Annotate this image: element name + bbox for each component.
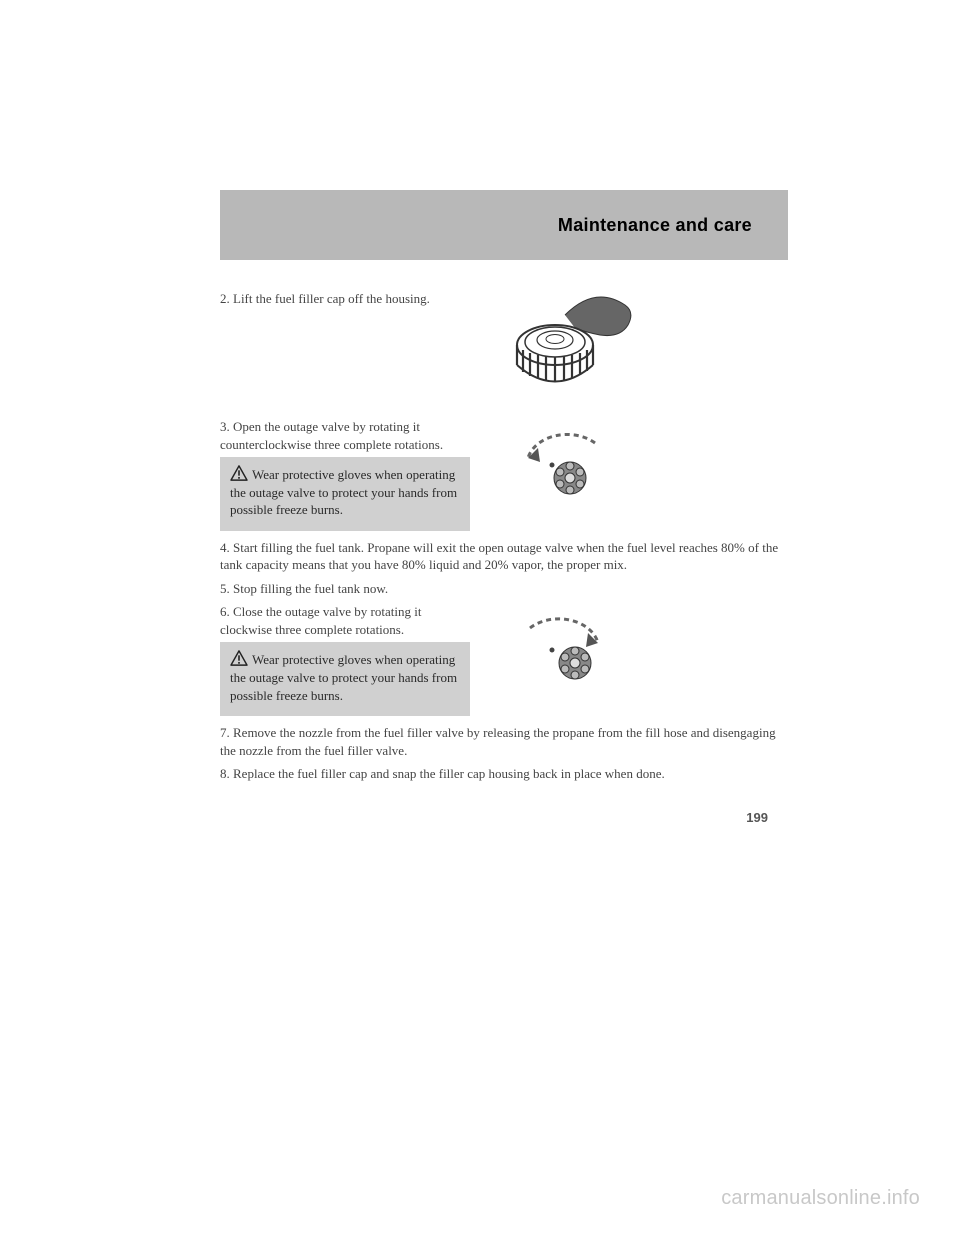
- warning-box-1: Wear protective gloves when operating th…: [220, 457, 470, 531]
- step-6-text: 6. Close the outage valve by rotating it…: [220, 603, 470, 638]
- cw-valve-figure: [470, 603, 788, 716]
- step-2-row: 2. Lift the fuel filler cap off the hous…: [220, 290, 788, 410]
- watermark: carmanualsonline.info: [721, 1187, 920, 1210]
- step-5-text: 5. Stop filling the fuel tank now.: [220, 580, 788, 598]
- manual-page: Maintenance and care 2. Lift the fuel fi…: [220, 190, 788, 789]
- step-4-text: 4. Start filling the fuel tank. Propane …: [220, 539, 788, 574]
- step-7-text: 7. Remove the nozzle from the fuel fille…: [220, 724, 788, 759]
- step-3-col: 3. Open the outage valve by rotating it …: [220, 418, 470, 531]
- step-2-text: 2. Lift the fuel filler cap off the hous…: [220, 290, 470, 410]
- warning-2-text: Wear protective gloves when operating th…: [230, 652, 457, 702]
- step-8-text: 8. Replace the fuel filler cap and snap …: [220, 765, 788, 783]
- section-header: Maintenance and care: [220, 190, 788, 260]
- step-3-text: 3. Open the outage valve by rotating it …: [220, 418, 470, 453]
- page-number: 199: [746, 810, 768, 825]
- warning-box-2: Wear protective gloves when operating th…: [220, 642, 470, 716]
- section-title: Maintenance and care: [558, 215, 752, 236]
- warning-icon: [230, 465, 248, 481]
- step-6-col: 6. Close the outage valve by rotating it…: [220, 603, 470, 716]
- step-3-row: 3. Open the outage valve by rotating it …: [220, 418, 788, 531]
- step-6-row: 6. Close the outage valve by rotating it…: [220, 603, 788, 716]
- warning-icon: [230, 650, 248, 666]
- rotate-ccw-icon: [510, 418, 620, 518]
- fuel-cap-figure: [470, 290, 788, 410]
- page-content: 2. Lift the fuel filler cap off the hous…: [220, 260, 788, 783]
- fuel-cap-icon: [510, 290, 640, 410]
- warning-1-text: Wear protective gloves when operating th…: [230, 467, 457, 517]
- ccw-valve-figure: [470, 418, 788, 531]
- rotate-cw-icon: [510, 603, 620, 703]
